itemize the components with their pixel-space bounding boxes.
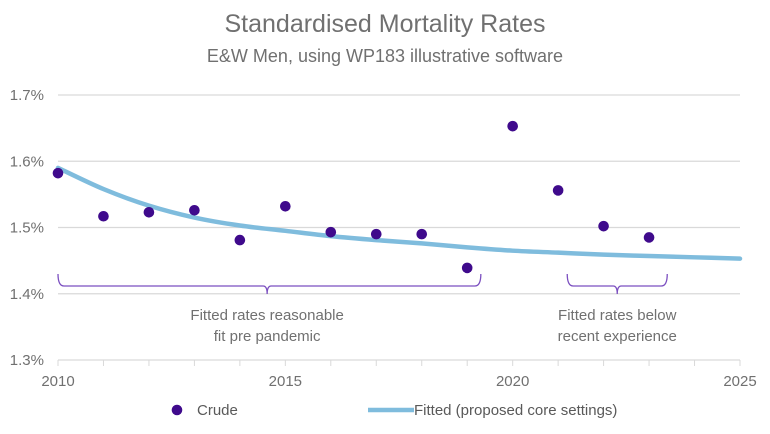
legend-crude-label: Crude [197,402,238,419]
crude-point [461,262,473,274]
y-tick-label: 1.3% [10,352,44,369]
legend-crude-marker [171,404,183,416]
annotation-bracket [57,273,482,295]
y-tick-label: 1.6% [10,153,44,170]
x-tick-label: 2015 [269,373,302,390]
x-tick-label: 2025 [723,373,756,390]
annotations: Fitted rates reasonable fit pre pandemic F… [190,307,676,345]
y-axis-ticks: 1.3% 1.4% 1.5% 1.6% 1.7% [10,87,44,369]
crude-point [370,228,382,240]
crude-point [280,201,291,212]
crude-point [98,210,109,222]
x-tick-label: 2020 [496,373,529,390]
legend-fitted-label: Fitted (proposed core settings) [414,402,617,419]
crude-series [52,120,655,274]
crude-point [416,228,428,240]
chart-title: Standardised Mortality Rates [224,10,546,38]
annotation-text: recent experience [558,328,677,345]
crude-point [143,206,155,218]
crude-point [643,232,655,243]
y-tick-label: 1.7% [10,87,44,104]
annotation-text: Fitted rates below [558,307,677,324]
annotation-text: fit pre pandemic [214,328,321,345]
y-tick-label: 1.5% [10,220,44,237]
crude-point [507,120,518,132]
x-tick-label: 2010 [41,373,74,390]
y-tick-label: 1.4% [10,286,44,303]
crude-point [325,226,337,238]
annotation-text: Fitted rates reasonable [190,307,343,324]
crude-point [598,220,609,232]
fitted-series [55,165,743,261]
x-axis: 2010 2015 2020 2025 [41,360,757,390]
crude-point [52,167,64,179]
fitted-line [55,165,743,261]
chart-subtitle: E&W Men, using WP183 illustrative softwa… [206,46,564,66]
crude-point [189,204,200,216]
crude-point [234,234,246,246]
crude-point [552,185,564,196]
gridlines [58,94,740,361]
annotation-bracket [566,273,668,295]
annotation-brackets [57,273,668,295]
legend: Crude Fitted (proposed core settings) [171,402,617,419]
